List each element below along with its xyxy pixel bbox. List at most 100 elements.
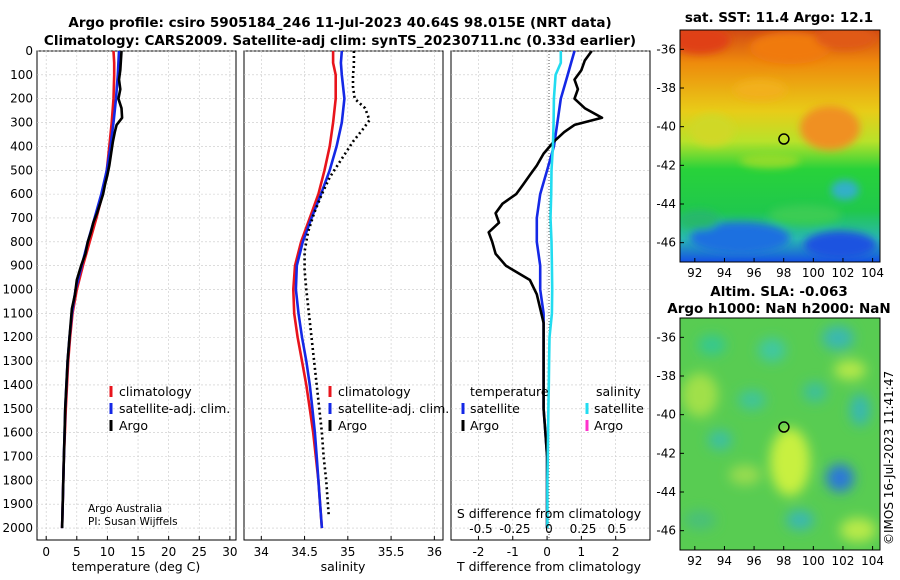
map-x-tick-label: 102	[832, 266, 855, 280]
depth-tick-label: 1600	[2, 426, 33, 440]
salinity-grid	[244, 50, 443, 540]
depth-tick-label: 300	[10, 116, 33, 130]
temperature-grid	[37, 50, 236, 540]
depth-tick-label: 200	[10, 92, 33, 106]
s-difference-ticks: -0.5 -0.25 0 0.25 0.5	[469, 522, 626, 536]
sla-map-title: Altim. SLA: -0.063	[710, 284, 847, 300]
legend-t-argo-label: Argo	[470, 418, 499, 433]
s-difference-tick-label: 0.5	[607, 522, 626, 536]
difference-grid	[451, 50, 650, 540]
map-x-tick-label: 92	[687, 554, 702, 568]
series-argo	[60, 50, 124, 529]
map-x-tick-label: 98	[776, 266, 791, 280]
depth-tick-label: 1300	[2, 354, 33, 368]
temperature-x-tick-label: 30	[222, 545, 237, 559]
temperature-x-tick-label: 0	[42, 545, 50, 559]
depth-tick-label: 1100	[2, 306, 33, 320]
sla-map-subtitle: Argo h1000: NaN h2000: NaN	[667, 301, 890, 317]
salinity-x-ticks: 34 34.5 35 35.5 36	[254, 536, 442, 559]
legend-t-satellite-label: satellite	[470, 401, 520, 416]
map-x-tick-label: 98	[776, 554, 791, 568]
map-y-tick-label: -36	[656, 330, 676, 344]
map-x-tick-label: 96	[746, 554, 761, 568]
series-satellite-adj-clim-	[294, 50, 346, 529]
sla-map-frame	[679, 317, 881, 551]
difference-panel: -2 -1 0 1 2 -0.5 -0.25 0 0.25 0.5 S difference f…	[450, 50, 651, 574]
depth-tick-label: 500	[10, 163, 33, 177]
legend-s-argo-label: Argo	[338, 418, 367, 433]
depth-tick-label: 800	[10, 235, 33, 249]
difference-x-tick-label: 0	[543, 545, 551, 559]
depth-tick-label: 1500	[2, 402, 33, 416]
map-y-tick-label: -44	[656, 485, 676, 499]
map-x-tick-label: 102	[832, 554, 855, 568]
temperature-x-ticks: 0 5 10 15 20 25 30	[42, 536, 238, 559]
difference-x-tick-label: 1	[578, 545, 586, 559]
s-difference-tick-label: 0	[545, 522, 553, 536]
sla-argo-position-marker	[778, 421, 790, 433]
t-difference-label: T difference from climatology	[456, 559, 642, 574]
imos-watermark: ©IMOS 16-Jul-2023 11:41:47	[882, 371, 896, 545]
map-y-tick-label: -46	[656, 524, 676, 538]
series-t-argo	[487, 50, 604, 529]
s-difference-tick-label: -0.5	[469, 522, 492, 536]
depth-tick-label: 900	[10, 259, 33, 273]
temperature-x-tick-label: 5	[73, 545, 81, 559]
salinity-x-tick-label: 34.5	[291, 545, 318, 559]
legend-temperature-heading: temperature	[470, 384, 549, 399]
s-difference-label: S difference from climatology	[457, 506, 642, 521]
map-y-tick-label: -44	[656, 197, 676, 211]
map-x-tick-label: 94	[717, 554, 732, 568]
map-y-tick-label: -40	[656, 120, 676, 134]
sst-map-ticks: 92 94 96 98 100 102 104 -36 -38 -40 -42 -44 -46	[656, 42, 884, 280]
s-difference-tick-label: -0.25	[499, 522, 530, 536]
figure-title-line2: Climatology: CARS2009. Satellite-adj cli…	[44, 33, 636, 49]
map-y-tick-label: -42	[656, 158, 676, 172]
legend-s-sat-label: satellite	[594, 401, 644, 416]
salinity-panel: 34 34.5 35 35.5 36 salinity climatology sate…	[243, 50, 449, 574]
map-y-tick-label: -42	[656, 446, 676, 460]
depth-tick-label: 1000	[2, 283, 33, 297]
salinity-x-tick-label: 35	[340, 545, 355, 559]
difference-panel-frame	[450, 50, 651, 541]
difference-x-tick-label: -2	[472, 545, 484, 559]
credit-line1: Argo Australia	[88, 503, 162, 515]
depth-tick-label: 1200	[2, 330, 33, 344]
temperature-x-label: temperature (deg C)	[72, 559, 201, 574]
salinity-x-label: salinity	[321, 559, 366, 574]
sst-map-frame	[679, 29, 881, 263]
map-x-tick-label: 96	[746, 266, 761, 280]
depth-tick-label: 100	[10, 68, 33, 82]
legend-s-climatology-label: climatology	[338, 384, 411, 399]
depth-tick-label: 0	[25, 44, 33, 58]
map-y-tick-label: -38	[656, 369, 676, 383]
sst-map-title: sat. SST: 11.4 Argo: 12.1	[685, 10, 873, 26]
temperature-x-tick-label: 25	[192, 545, 207, 559]
sst-map: sat. SST: 11.4 Argo: 12.1 92 94 96 98 100 102…	[656, 10, 884, 280]
sst-argo-position-marker	[778, 133, 790, 145]
temperature-series	[60, 50, 124, 529]
depth-tick-label: 1900	[2, 497, 33, 511]
difference-x-tick-label: 2	[612, 545, 620, 559]
map-x-tick-label: 104	[861, 266, 884, 280]
temperature-x-tick-label: 20	[161, 545, 176, 559]
temperature-x-tick-label: 10	[100, 545, 115, 559]
depth-tick-label: 1800	[2, 473, 33, 487]
map-x-tick-label: 94	[717, 266, 732, 280]
sla-map: Altim. SLA: -0.063 Argo h1000: NaN h2000…	[656, 284, 890, 568]
salinity-series	[291, 50, 371, 529]
difference-legend: temperature satellite Argo salinity sate…	[461, 384, 644, 433]
difference-x-ticks: -2 -1 0 1 2	[472, 536, 620, 559]
map-x-tick-label: 92	[687, 266, 702, 280]
legend-climatology-label: climatology	[119, 384, 192, 399]
depth-tick-label: 1400	[2, 378, 33, 392]
credit-line2: PI: Susan Wijffels	[88, 516, 178, 528]
sla-map-image	[680, 318, 880, 550]
difference-x-tick-label: -1	[507, 545, 519, 559]
temperature-x-tick-label: 15	[130, 545, 145, 559]
difference-series	[487, 50, 604, 529]
map-x-tick-label: 100	[802, 266, 825, 280]
depth-tick-label: 600	[10, 187, 33, 201]
depth-tick-label: 2000	[2, 521, 33, 535]
